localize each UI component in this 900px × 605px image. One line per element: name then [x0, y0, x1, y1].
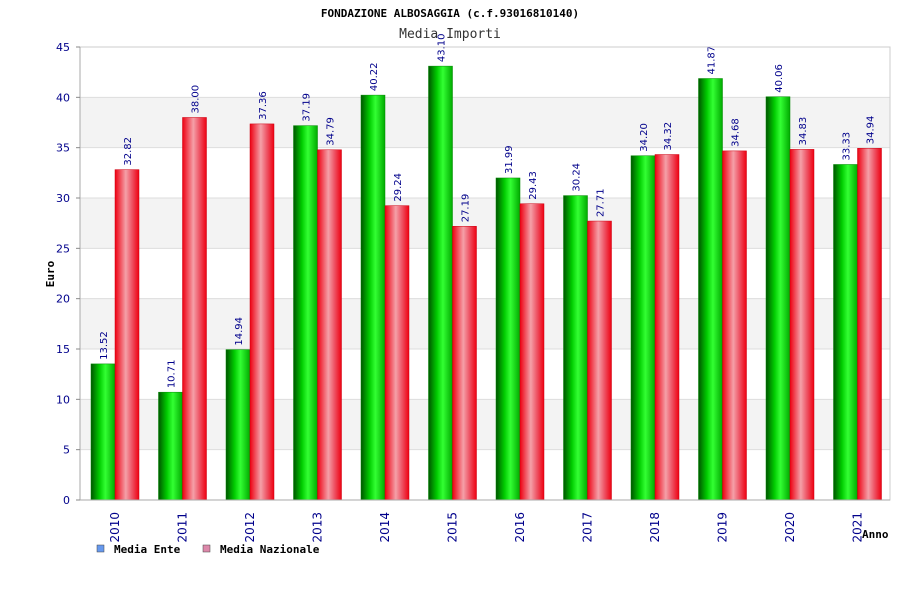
bar-media-ente [360, 94, 386, 501]
x-axis-label: Anno [862, 528, 889, 541]
data-label: 33.33 [842, 132, 853, 161]
x-tick-label: 2020 [783, 512, 797, 543]
plot-band [80, 248, 890, 299]
y-tick-label: 40 [56, 91, 70, 104]
data-label: 34.79 [326, 117, 337, 146]
x-tick-label: 2018 [648, 512, 662, 543]
data-label: 38.00 [191, 85, 202, 114]
x-tick-label: 2021 [851, 512, 865, 543]
data-label: 31.99 [504, 145, 515, 174]
y-tick-label: 0 [63, 494, 70, 507]
bar-media-nazionale [182, 117, 207, 501]
bar-media-nazionale [114, 169, 140, 501]
bar-media-nazionale [857, 148, 882, 501]
chart-title: FONDAZIONE ALBOSAGGIA (c.f.93016810140) [321, 7, 579, 20]
bar-media-ente [563, 195, 588, 501]
x-tick-label: 2011 [176, 512, 190, 543]
bar-media-ente [90, 363, 116, 501]
data-label: 34.68 [731, 118, 742, 147]
bar-media-nazionale [789, 149, 815, 501]
bar-media-nazionale [384, 205, 410, 501]
x-tick-label: 2010 [108, 512, 122, 543]
x-tick-label: 2013 [311, 512, 325, 543]
plot-band [80, 298, 890, 349]
plot-band [80, 349, 890, 400]
data-label: 29.43 [528, 171, 539, 200]
bar-media-ente [293, 125, 318, 501]
data-label: 32.82 [123, 137, 134, 166]
plot-background [80, 47, 890, 500]
data-label: 27.71 [596, 188, 607, 217]
bar-media-ente [630, 155, 656, 501]
bar-media-nazionale [249, 123, 275, 501]
y-tick-label: 25 [56, 242, 70, 255]
legend-label: Media Nazionale [220, 543, 320, 556]
x-tick-label: 2012 [243, 512, 257, 543]
x-tick-label: 2015 [446, 512, 460, 543]
bar-media-ente [833, 164, 858, 501]
bar-media-ente [158, 391, 183, 501]
bar-media-nazionale [519, 203, 545, 501]
legend-swatch [202, 544, 211, 553]
plot-band [80, 198, 890, 249]
y-tick-labels: 0 5 10 15 20 25 30 35 40 45 [56, 41, 70, 507]
bar-media-ente [495, 177, 521, 501]
y-tick-label: 5 [63, 444, 70, 457]
chart-subtitle: Media Importi [399, 27, 501, 42]
y-tick-label: 10 [56, 393, 70, 406]
bar-media-ente [225, 349, 251, 501]
bar-media-nazionale [654, 154, 680, 501]
data-label: 34.32 [663, 122, 674, 151]
x-tick-label: 2017 [581, 512, 595, 543]
y-tick-label: 45 [56, 41, 70, 54]
bars [90, 65, 882, 501]
plot-band [80, 97, 890, 148]
bar-media-nazionale [317, 149, 342, 501]
data-label: 34.20 [639, 123, 650, 152]
data-label: 10.71 [167, 360, 178, 389]
data-label: 13.52 [99, 331, 110, 360]
y-tick-label: 30 [56, 192, 70, 205]
bar-media-ente [765, 96, 791, 501]
plot-band [80, 399, 890, 450]
bar-media-ente [428, 65, 453, 501]
bar-media-nazionale [587, 220, 612, 501]
y-tick-label: 15 [56, 343, 70, 356]
y-tick-label: 35 [56, 142, 70, 155]
data-label: 34.94 [866, 116, 877, 145]
x-tick-labels: 2010 2011 2012 2013 2014 2015 2016 2017 2018 2019… [108, 512, 865, 543]
y-axis-label: Euro [44, 260, 57, 287]
x-tick-label: 2014 [378, 512, 392, 543]
legend-swatch [96, 544, 105, 553]
legend: Media Ente Media Nazionale [96, 543, 320, 556]
plot-band [80, 147, 890, 198]
plot-band [80, 47, 890, 98]
data-label: 37.19 [302, 93, 313, 122]
data-label: 40.22 [369, 62, 380, 91]
data-label: 43.10 [437, 33, 448, 62]
data-label: 30.24 [572, 163, 583, 192]
data-label: 29.24 [393, 173, 404, 202]
data-label: 40.06 [774, 64, 785, 93]
data-label: 41.87 [707, 46, 718, 75]
plot-band [80, 449, 890, 500]
x-tick-label: 2016 [513, 512, 527, 543]
bar-media-nazionale [722, 150, 747, 501]
data-label: 27.19 [461, 194, 472, 223]
legend-label: Media Ente [114, 543, 181, 556]
bar-media-ente [698, 78, 723, 501]
data-label: 37.36 [258, 91, 269, 120]
x-tick-label: 2019 [716, 512, 730, 543]
data-label: 14.94 [234, 317, 245, 346]
axes [76, 46, 891, 501]
value-labels: 13.52 32.82 10.71 38.00 14.94 37.36 37.19 34.79… [99, 33, 877, 388]
y-tick-label: 20 [56, 293, 70, 306]
data-label: 34.83 [798, 117, 809, 146]
bar-media-nazionale [452, 226, 477, 501]
